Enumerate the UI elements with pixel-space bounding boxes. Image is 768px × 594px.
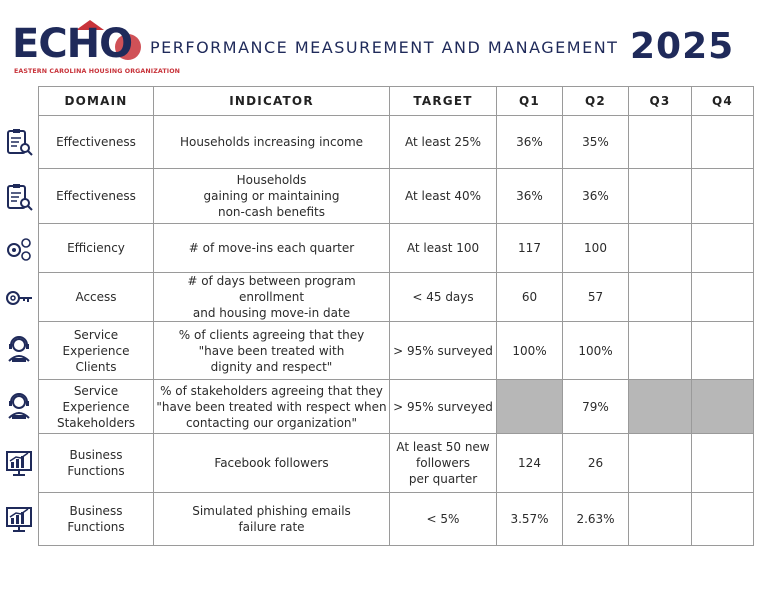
header-q3: Q3 <box>628 86 692 116</box>
table-row: Effectiveness Households gaining or main… <box>38 168 754 224</box>
cell-q1: 36% <box>496 168 563 224</box>
cell-q3 <box>628 168 692 224</box>
cell-q2: 36% <box>562 168 629 224</box>
page-title: PERFORMANCE MEASUREMENT AND MANAGEMENT <box>150 38 619 57</box>
table-header-row: DOMAIN INDICATOR TARGET Q1 Q2 Q3 Q4 <box>38 86 754 116</box>
performance-table: DOMAIN INDICATOR TARGET Q1 Q2 Q3 Q4 Effe… <box>38 86 754 546</box>
logo-subtitle: EASTERN CAROLINA HOUSING ORGANIZATION <box>14 68 181 75</box>
gears-icon <box>4 234 34 264</box>
cell-q2: 79% <box>562 379 629 434</box>
cell-target: > 95% surveyed <box>389 321 497 380</box>
header-target: TARGET <box>389 86 497 116</box>
cell-q4 <box>691 223 754 273</box>
cell-q4 <box>691 115 754 169</box>
cell-q1: 3.57% <box>496 492 563 546</box>
house-roof-icon <box>76 20 104 30</box>
cell-q2: 26 <box>562 433 629 493</box>
table-row: Efficiency # of move-ins each quarter At… <box>38 223 754 273</box>
cell-target: At least 100 <box>389 223 497 273</box>
cell-domain: Access <box>38 272 154 322</box>
table-row: Service Experience Clients % of clients … <box>38 321 754 380</box>
growth-chart-icon <box>4 448 34 478</box>
cell-q3 <box>628 321 692 380</box>
key-icon <box>4 283 34 313</box>
customer-service-icon <box>4 391 34 421</box>
cell-indicator: % of clients agreeing that they "have be… <box>153 321 390 380</box>
header-q1: Q1 <box>496 86 563 116</box>
customer-service-icon <box>4 334 34 364</box>
header-q2: Q2 <box>562 86 629 116</box>
cell-indicator: Households gaining or maintaining non-ca… <box>153 168 390 224</box>
cell-q3-not-applicable <box>628 379 692 434</box>
cell-indicator: Households increasing income <box>153 115 390 169</box>
clipboard-search-icon <box>4 182 34 212</box>
cell-domain: Business Functions <box>38 433 154 493</box>
cell-q3 <box>628 272 692 322</box>
cell-q2: 100% <box>562 321 629 380</box>
cell-domain: Service Experience Clients <box>38 321 154 380</box>
cell-q4 <box>691 272 754 322</box>
cell-q4 <box>691 321 754 380</box>
cell-indicator: % of stakeholders agreeing that they "ha… <box>153 379 390 434</box>
cell-q1-not-applicable <box>496 379 563 434</box>
cell-indicator: # of move-ins each quarter <box>153 223 390 273</box>
cell-domain: Effectiveness <box>38 168 154 224</box>
header-domain: DOMAIN <box>38 86 154 116</box>
cell-target: < 45 days <box>389 272 497 322</box>
header-q4: Q4 <box>691 86 754 116</box>
cell-q4 <box>691 433 754 493</box>
cell-target: < 5% <box>389 492 497 546</box>
cell-domain: Service Experience Stakeholders <box>38 379 154 434</box>
clipboard-search-icon <box>4 127 34 157</box>
cell-q1: 100% <box>496 321 563 380</box>
table-row: Service Experience Stakeholders % of sta… <box>38 379 754 434</box>
north-carolina-map-icon <box>115 34 141 60</box>
cell-indicator: # of days between program enrollment and… <box>153 272 390 322</box>
cell-target: At least 25% <box>389 115 497 169</box>
cell-q1: 124 <box>496 433 563 493</box>
cell-domain: Business Functions <box>38 492 154 546</box>
cell-q1: 117 <box>496 223 563 273</box>
header-indicator: INDICATOR <box>153 86 390 116</box>
page-year: 2025 <box>630 26 735 67</box>
cell-target: At least 50 new followers per quarter <box>389 433 497 493</box>
cell-q3 <box>628 115 692 169</box>
table-row: Business Functions Facebook followers At… <box>38 433 754 493</box>
table-row: Access # of days between program enrollm… <box>38 272 754 322</box>
cell-q4-not-applicable <box>691 379 754 434</box>
cell-indicator: Simulated phishing emails failure rate <box>153 492 390 546</box>
echo-logo: ECHO EASTERN CAROLINA HOUSING ORGANIZATI… <box>12 20 180 78</box>
cell-q4 <box>691 492 754 546</box>
cell-target: > 95% surveyed <box>389 379 497 434</box>
cell-q4 <box>691 168 754 224</box>
cell-q1: 36% <box>496 115 563 169</box>
logo-text: ECHO <box>12 21 133 67</box>
table-row: Effectiveness Households increasing inco… <box>38 115 754 169</box>
cell-domain: Efficiency <box>38 223 154 273</box>
cell-target: At least 40% <box>389 168 497 224</box>
cell-indicator: Facebook followers <box>153 433 390 493</box>
cell-domain: Effectiveness <box>38 115 154 169</box>
table-row: Business Functions Simulated phishing em… <box>38 492 754 546</box>
cell-q1: 60 <box>496 272 563 322</box>
cell-q3 <box>628 433 692 493</box>
cell-q3 <box>628 223 692 273</box>
growth-chart-icon <box>4 504 34 534</box>
cell-q2: 2.63% <box>562 492 629 546</box>
cell-q2: 100 <box>562 223 629 273</box>
cell-q2: 57 <box>562 272 629 322</box>
cell-q3 <box>628 492 692 546</box>
cell-q2: 35% <box>562 115 629 169</box>
